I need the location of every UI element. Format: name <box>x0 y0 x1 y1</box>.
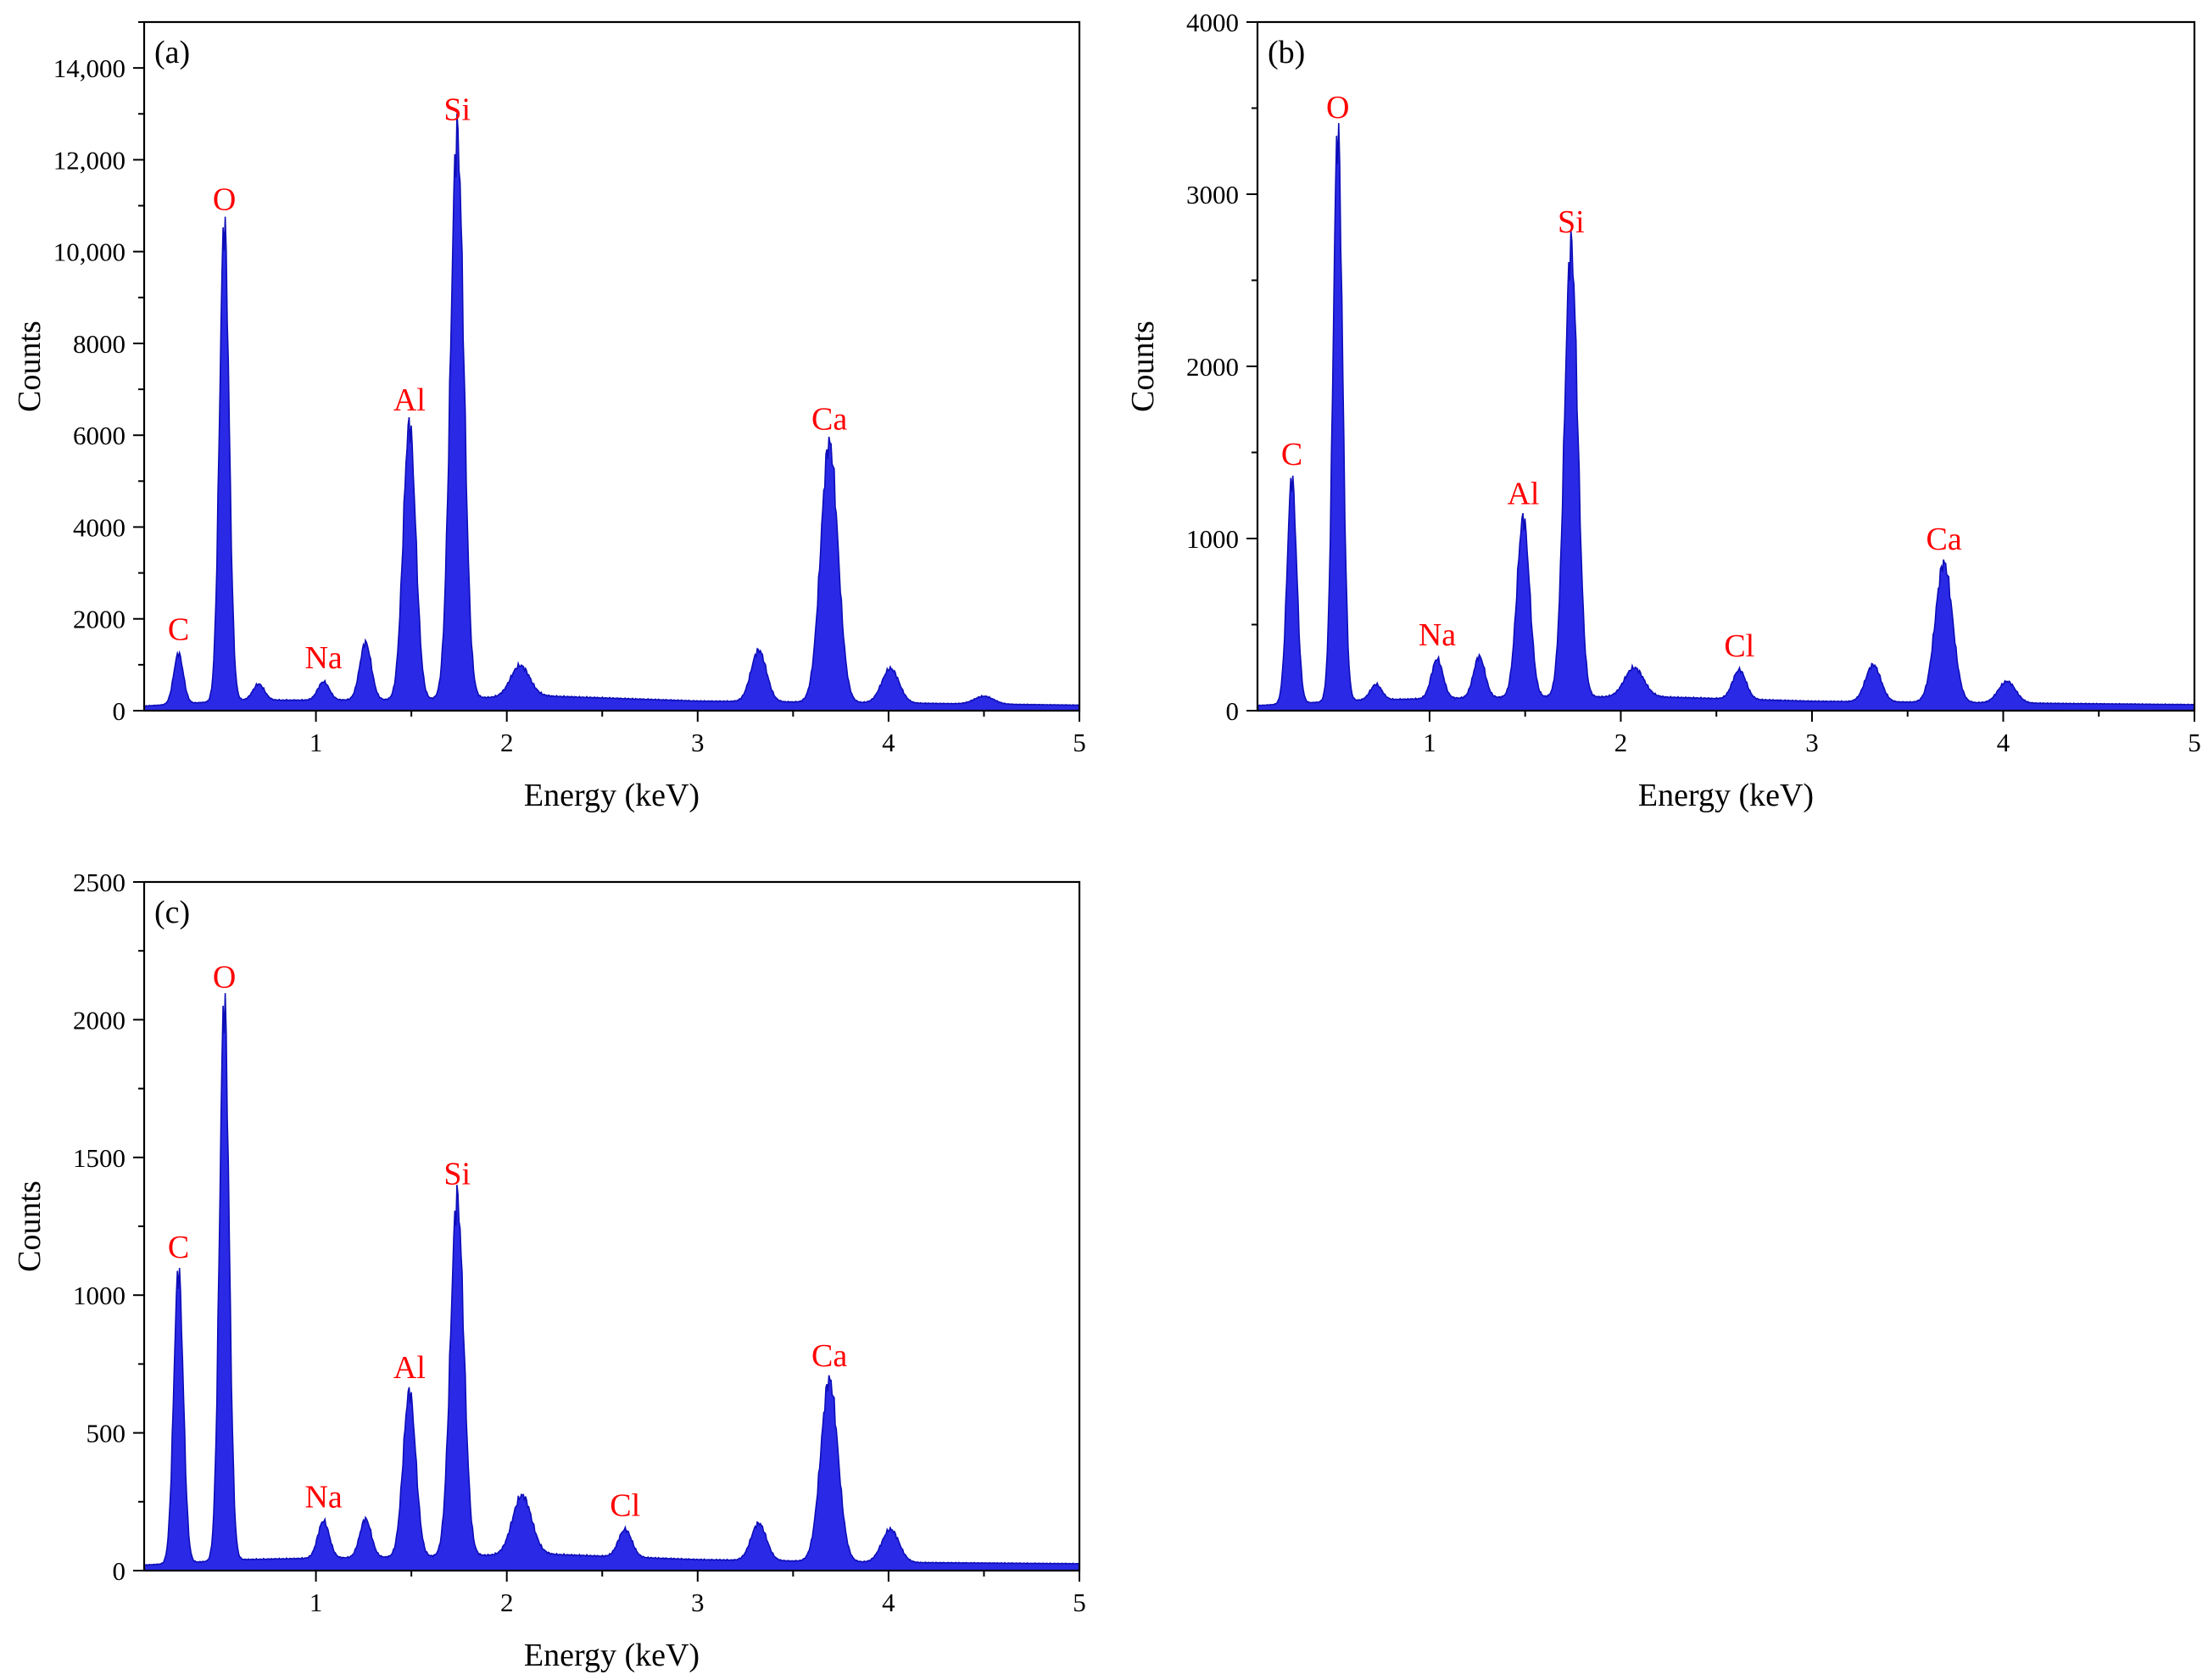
y-tick-label: 0 <box>1226 696 1240 726</box>
y-axis-title: Counts <box>12 321 47 412</box>
x-tick-label: 3 <box>691 1588 705 1617</box>
y-tick-label: 500 <box>86 1419 126 1448</box>
y-tick-label: 10,000 <box>53 237 125 267</box>
x-tick-label: 4 <box>882 1588 895 1617</box>
y-tick-label: 12,000 <box>53 145 125 175</box>
y-tick-label: 1500 <box>73 1143 125 1173</box>
x-tick-label: 2 <box>500 728 514 757</box>
y-tick-label: 0 <box>113 696 126 726</box>
x-tick-label: 3 <box>691 728 705 757</box>
peak-label-c: C <box>1281 437 1302 472</box>
peak-label-cl: Cl <box>610 1487 640 1523</box>
y-tick-label: 14,000 <box>53 53 125 83</box>
spectrum-area <box>144 114 1079 711</box>
chart-panel-2: 1 2 3 4 5 0 1000 2000 3000 4000 Energy (keV) Counts… <box>1125 8 2201 813</box>
spectrum-line <box>144 113 1079 707</box>
chart-panel-3: 1 2 3 4 5 0 500 1000 1500 2000 2500 Energy (keV) Cou… <box>12 868 1086 1673</box>
x-tick-label: 4 <box>1997 728 2010 757</box>
x-tick-label: 1 <box>1423 728 1436 757</box>
x-tick-label: 5 <box>1073 728 1086 757</box>
y-tick-label: 4000 <box>1186 8 1239 37</box>
spectrum-line <box>1257 123 2194 706</box>
peak-label-c: C <box>168 612 189 648</box>
x-tick-label: 5 <box>1073 1588 1086 1617</box>
y-tick-label: 2000 <box>73 1005 125 1035</box>
y-tick-label: 6000 <box>73 421 125 450</box>
plot-frame <box>142 20 1081 712</box>
x-tick-label: 3 <box>1805 728 1819 757</box>
plot-frame <box>1256 20 2196 712</box>
peak-label-o: O <box>213 182 236 218</box>
y-tick-label: 2000 <box>73 605 125 634</box>
x-tick-label: 1 <box>309 728 323 757</box>
peak-label-na: Na <box>304 1479 342 1515</box>
peak-label-na: Na <box>1419 617 1456 653</box>
peak-label-o: O <box>1326 90 1349 126</box>
peak-label-cl: Cl <box>1724 628 1754 664</box>
peak-label-ca: Ca <box>811 401 847 437</box>
peak-label-si: Si <box>1558 204 1585 240</box>
peak-label-si: Si <box>443 92 471 128</box>
peak-label-si: Si <box>443 1156 471 1192</box>
peak-label-al: Al <box>393 1350 426 1386</box>
x-axis-title: Energy (keV) <box>524 1638 700 1673</box>
spectrum-area <box>144 993 1079 1571</box>
x-tick-label: 4 <box>882 728 895 757</box>
chart-panel-1: 1 2 3 4 5 0 2000 4000 6000 8000 10,000 12,000 14,000… <box>12 20 1086 813</box>
x-tick-label: 5 <box>2188 728 2201 757</box>
peak-label-c: C <box>168 1230 189 1265</box>
x-tick-label: 2 <box>500 1588 514 1617</box>
y-tick-label: 8000 <box>73 329 125 359</box>
peak-label-ca: Ca <box>1926 522 1961 557</box>
plot-frame <box>142 880 1081 1572</box>
x-tick-label: 1 <box>309 1588 323 1617</box>
panel-label: (b) <box>1268 35 1305 70</box>
y-tick-label: 2000 <box>1186 352 1239 382</box>
y-axis-title: Counts <box>1125 321 1161 412</box>
y-tick-label: 3000 <box>1186 180 1239 209</box>
x-axis-title: Energy (keV) <box>524 778 700 813</box>
peak-label-ca: Ca <box>811 1338 847 1374</box>
spectrum-line <box>144 993 1079 1566</box>
peak-label-al: Al <box>393 382 426 418</box>
y-tick-label: 1000 <box>1186 524 1239 554</box>
x-tick-label: 2 <box>1614 728 1628 757</box>
x-axis-title: Energy (keV) <box>1638 778 1814 813</box>
y-tick-label: 0 <box>113 1556 126 1586</box>
peak-label-o: O <box>213 960 236 996</box>
panel-label: (c) <box>154 895 190 930</box>
y-tick-label: 2500 <box>73 868 125 897</box>
peak-label-na: Na <box>304 640 342 676</box>
peak-label-al: Al <box>1507 477 1539 512</box>
panel-label: (a) <box>154 35 190 70</box>
spectrum-area <box>1257 123 2194 711</box>
y-axis-title: Counts <box>12 1180 47 1272</box>
y-tick-label: 4000 <box>73 512 125 542</box>
y-tick-label: 1000 <box>73 1281 125 1310</box>
